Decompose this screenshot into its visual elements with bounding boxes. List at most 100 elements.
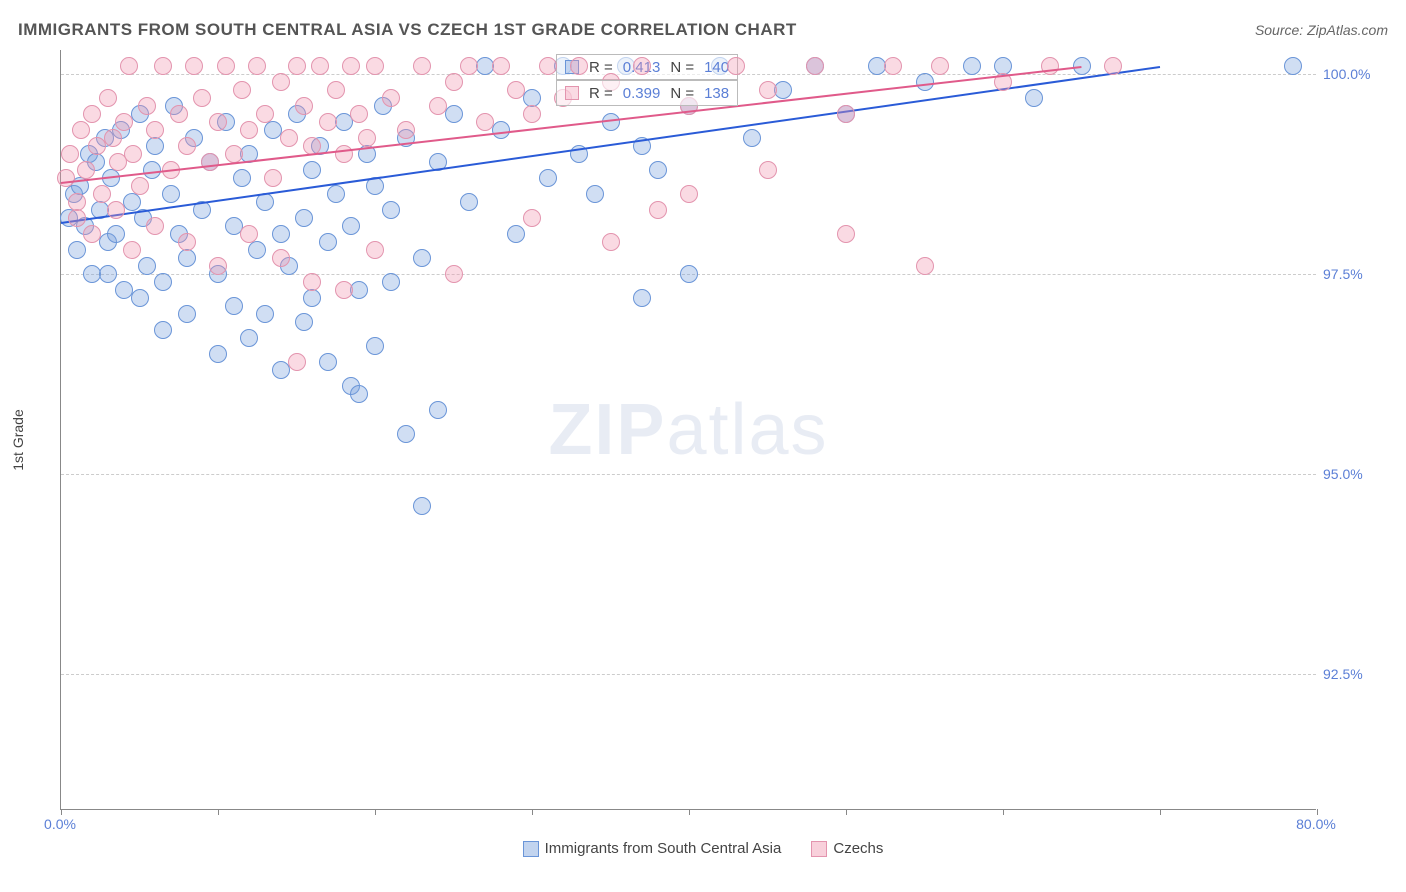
data-point: [837, 105, 855, 123]
data-point: [93, 185, 111, 203]
x-tick: [375, 809, 376, 815]
data-point: [539, 169, 557, 187]
stats-box: R =0.399N =138: [556, 80, 738, 106]
data-point: [1104, 57, 1122, 75]
stat-n-value: 140: [704, 59, 729, 76]
data-point: [248, 57, 266, 75]
data-point: [507, 225, 525, 243]
stat-n-label: N =: [670, 59, 694, 76]
x-tick: [689, 809, 690, 815]
data-point: [120, 57, 138, 75]
data-point: [445, 73, 463, 91]
y-tick-label: 92.5%: [1323, 666, 1363, 682]
source-attribution: Source: ZipAtlas.com: [1255, 22, 1388, 38]
x-tick-label: 0.0%: [44, 816, 76, 832]
data-point: [99, 89, 117, 107]
data-point: [1025, 89, 1043, 107]
data-point: [288, 353, 306, 371]
data-point: [382, 201, 400, 219]
data-point: [68, 209, 86, 227]
x-tick: [532, 809, 533, 815]
chart-title: IMMIGRANTS FROM SOUTH CENTRAL ASIA VS CZ…: [18, 20, 797, 40]
data-point: [83, 105, 101, 123]
data-point: [335, 281, 353, 299]
data-point: [288, 57, 306, 75]
data-point: [445, 265, 463, 283]
data-point: [201, 153, 219, 171]
plot-area: ZIPatlas 100.0%97.5%95.0%92.5%R =0.413N …: [60, 50, 1316, 810]
data-point: [240, 225, 258, 243]
data-point: [138, 257, 156, 275]
data-point: [115, 113, 133, 131]
legend-label: Immigrants from South Central Asia: [545, 840, 782, 857]
stat-r-value: 0.399: [623, 85, 661, 102]
data-point: [178, 137, 196, 155]
data-point: [523, 105, 541, 123]
legend-swatch: [811, 841, 827, 857]
data-point: [507, 81, 525, 99]
legend-swatch: [523, 841, 539, 857]
data-point: [123, 193, 141, 211]
data-point: [327, 81, 345, 99]
data-point: [492, 57, 510, 75]
data-point: [209, 113, 227, 131]
data-point: [178, 249, 196, 267]
data-point: [107, 225, 125, 243]
watermark: ZIPatlas: [548, 389, 828, 471]
data-point: [633, 57, 651, 75]
data-point: [138, 97, 156, 115]
data-point: [99, 265, 117, 283]
x-tick: [61, 809, 62, 815]
y-tick-label: 97.5%: [1323, 266, 1363, 282]
data-point: [146, 137, 164, 155]
stat-n-value: 138: [704, 85, 729, 102]
x-tick: [1160, 809, 1161, 815]
data-point: [366, 241, 384, 259]
data-point: [162, 185, 180, 203]
data-point: [586, 185, 604, 203]
legend-item: Immigrants from South Central Asia: [523, 840, 782, 857]
data-point: [759, 81, 777, 99]
data-point: [1041, 57, 1059, 75]
data-point: [170, 105, 188, 123]
legend-item: Czechs: [811, 840, 883, 857]
data-point: [209, 345, 227, 363]
data-point: [256, 105, 274, 123]
data-point: [350, 385, 368, 403]
y-axis-label: 1st Grade: [10, 409, 26, 470]
data-point: [413, 497, 431, 515]
data-point: [366, 57, 384, 75]
data-point: [68, 241, 86, 259]
data-point: [124, 145, 142, 163]
x-tick: [218, 809, 219, 815]
data-point: [523, 209, 541, 227]
data-point: [476, 113, 494, 131]
data-point: [107, 201, 125, 219]
data-point: [295, 97, 313, 115]
data-point: [382, 89, 400, 107]
data-point: [272, 73, 290, 91]
data-point: [774, 81, 792, 99]
data-point: [61, 145, 79, 163]
data-point: [335, 145, 353, 163]
data-point: [131, 289, 149, 307]
data-point: [319, 233, 337, 251]
y-tick-label: 95.0%: [1323, 466, 1363, 482]
stat-r-label: R =: [589, 85, 613, 102]
data-point: [413, 57, 431, 75]
legend-label: Czechs: [833, 840, 883, 857]
data-point: [280, 129, 298, 147]
data-point: [272, 225, 290, 243]
data-point: [131, 177, 149, 195]
data-point: [311, 57, 329, 75]
data-point: [178, 233, 196, 251]
legend: Immigrants from South Central Asia Czechs: [18, 840, 1388, 857]
grid-line: [61, 474, 1316, 475]
data-point: [342, 57, 360, 75]
data-point: [178, 305, 196, 323]
data-point: [327, 185, 345, 203]
data-point: [884, 57, 902, 75]
data-point: [460, 193, 478, 211]
data-point: [397, 425, 415, 443]
data-point: [248, 241, 266, 259]
